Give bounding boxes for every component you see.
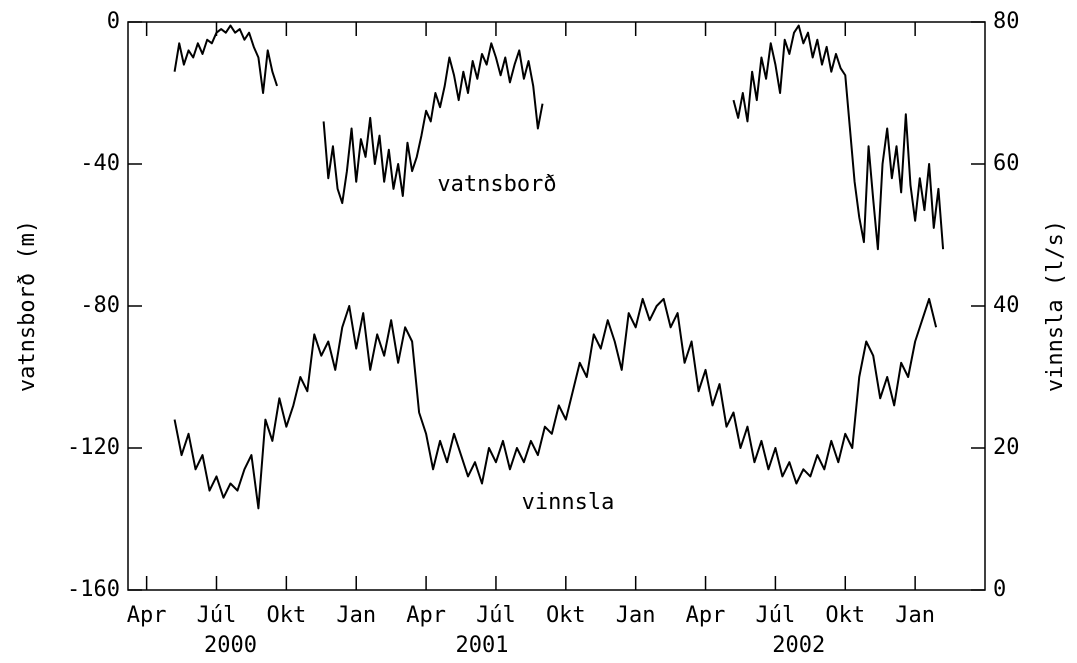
y2-tick-label: 0 bbox=[993, 577, 1006, 602]
y2-tick-label: 40 bbox=[993, 293, 1020, 318]
x-tick-label: Okt bbox=[266, 603, 306, 628]
y-tick-label: 0 bbox=[107, 9, 120, 34]
x-tick-label: Júl bbox=[476, 603, 516, 628]
x-year-label: 2002 bbox=[772, 633, 825, 658]
y2-tick-label: 60 bbox=[993, 151, 1020, 176]
x-tick-label: Okt bbox=[546, 603, 586, 628]
y-tick-label: -120 bbox=[67, 435, 120, 460]
x-tick-label: Jan bbox=[895, 603, 935, 628]
y2-axis-label: vinnsla (l/s) bbox=[1043, 220, 1068, 392]
y-tick-label: -80 bbox=[80, 293, 120, 318]
line-series bbox=[173, 297, 938, 510]
y-axis-label: vatnsborð (m) bbox=[15, 220, 40, 392]
x-year-label: 2001 bbox=[455, 633, 508, 658]
line-series bbox=[173, 24, 945, 251]
annotation: vinnsla bbox=[522, 490, 615, 515]
x-tick-label: Okt bbox=[825, 603, 865, 628]
x-tick-label: Jan bbox=[616, 603, 656, 628]
x-tick-label: Júl bbox=[756, 603, 796, 628]
y-tick-label: -40 bbox=[80, 151, 120, 176]
annotation: vatnsborð bbox=[437, 172, 556, 197]
x-tick-label: Jan bbox=[336, 603, 376, 628]
x-tick-label: Apr bbox=[406, 603, 446, 628]
x-tick-label: Apr bbox=[127, 603, 167, 628]
y-tick-label: -160 bbox=[67, 577, 120, 602]
y2-tick-label: 20 bbox=[993, 435, 1020, 460]
x-tick-label: Júl bbox=[197, 603, 237, 628]
y2-tick-label: 80 bbox=[993, 9, 1020, 34]
x-year-label: 2000 bbox=[204, 633, 257, 658]
x-tick-label: Apr bbox=[686, 603, 726, 628]
